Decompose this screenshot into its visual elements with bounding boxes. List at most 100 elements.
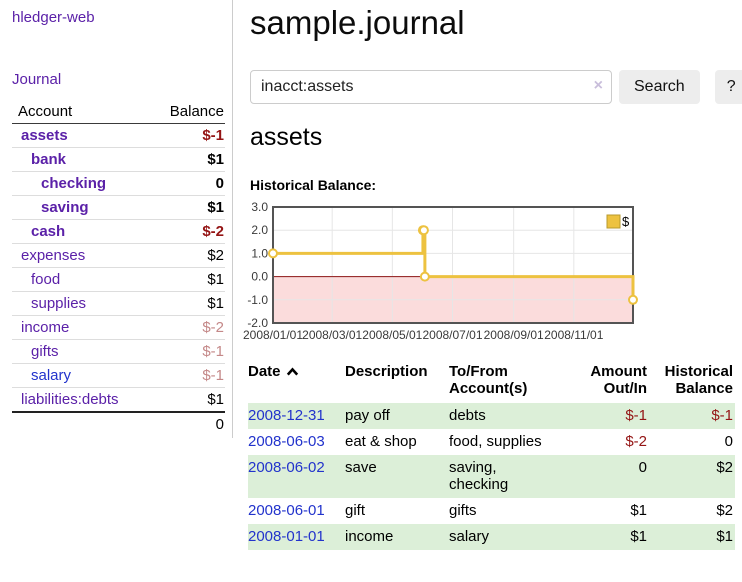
account-link[interactable]: supplies (31, 295, 87, 312)
svg-text:2008/05/01: 2008/05/01 (362, 328, 422, 342)
transaction-description: income (345, 528, 394, 545)
svg-text:-1.0: -1.0 (247, 293, 268, 307)
svg-text:2008/07/01: 2008/07/01 (422, 328, 482, 342)
account-balance: $-1 (152, 339, 225, 364)
chart-title: Historical Balance: (250, 177, 377, 193)
transaction-date-link[interactable]: 2008-06-02 (248, 459, 325, 476)
transaction-accounts: saving, checking (449, 459, 509, 493)
transaction-date-link[interactable]: 2008-06-03 (248, 433, 325, 450)
account-link[interactable]: salary (31, 367, 72, 384)
account-link[interactable]: income (21, 319, 70, 336)
transaction-description: save (345, 459, 377, 476)
register-row: 2008-12-31 pay off debts $-1 $-1 (248, 403, 735, 429)
account-balance-table: Account Balance assets $-1 bank $1 check… (12, 100, 225, 436)
account-row-assets: assets $-1 (12, 123, 225, 148)
account-row-food: food $1 (12, 267, 225, 292)
balance-column-header: Balance (152, 100, 225, 124)
account-link[interactable]: food (31, 271, 61, 288)
account-row-supplies: supplies $1 (12, 291, 225, 316)
transaction-accounts: gifts (449, 502, 477, 519)
svg-text:$: $ (622, 214, 630, 229)
account-balance: $-2 (152, 315, 225, 340)
register-row: 2008-06-02 save saving, checking 0 $2 (248, 455, 735, 498)
account-balance: $-2 (152, 219, 225, 244)
register-header-row: Date Description To/From Account(s) Amou… (248, 361, 735, 403)
account-balance: $1 (152, 267, 225, 292)
account-balance: $-1 (152, 123, 225, 148)
transaction-description: gift (345, 502, 366, 519)
svg-text:2008/11/01: 2008/11/01 (544, 328, 603, 342)
account-row-salary: salary $-1 (12, 363, 225, 388)
account-link[interactable]: liabilities:debts (21, 391, 119, 408)
transaction-accounts: debts (449, 407, 486, 424)
transaction-date-link[interactable]: 2008-01-01 (248, 528, 325, 545)
account-link[interactable]: gifts (31, 343, 59, 360)
account-link[interactable]: saving (41, 199, 89, 216)
transaction-description: eat & shop (345, 433, 417, 450)
register-row: 2008-01-01 income salary $1 $1 (248, 524, 735, 550)
svg-text:2.0: 2.0 (251, 223, 268, 237)
historical-balance-chart: $3.0 2.0 1.0 0.0 -1.0 -2.0 2008/01/01 2008/03/0… (239, 199, 641, 345)
svg-text:2008/01/01: 2008/01/01 (243, 328, 303, 342)
svg-text:2008/03/01: 2008/03/01 (302, 328, 362, 342)
svg-text:3.0: 3.0 (251, 200, 268, 214)
transaction-balance: $2 (716, 459, 733, 476)
account-balance: 0 (152, 171, 225, 196)
account-link[interactable]: checking (41, 175, 107, 192)
sidebar-item-journal[interactable]: Journal (12, 71, 62, 88)
transaction-balance: $2 (716, 502, 733, 519)
transaction-amount: $1 (630, 528, 647, 545)
description-column-header: Description (345, 363, 428, 380)
transaction-amount: $-1 (625, 407, 647, 424)
svg-text:-2.0: -2.0 (247, 316, 268, 330)
clear-search-icon[interactable]: × (593, 77, 603, 94)
accounts-column-header: To/From Account(s) (449, 363, 528, 397)
account-row-bank: bank $1 (12, 147, 225, 172)
account-balance: $1 (152, 195, 225, 220)
transaction-date-link[interactable]: 2008-06-01 (248, 502, 325, 519)
svg-text:2008/09/01: 2008/09/01 (484, 328, 544, 342)
transaction-description: pay off (345, 407, 390, 424)
transaction-accounts: salary (449, 528, 490, 545)
transaction-amount: $-2 (625, 433, 647, 450)
svg-text:0.0: 0.0 (251, 270, 268, 284)
search-input[interactable] (250, 70, 612, 104)
account-page-title: assets (250, 123, 323, 151)
account-row-saving: saving $1 (12, 195, 225, 220)
search-form: × Search ? (250, 70, 742, 104)
sidebar-divider (232, 0, 233, 438)
account-table-header: Account Balance (12, 100, 225, 124)
page-title: sample.journal (250, 4, 465, 41)
transaction-balance: $1 (716, 528, 733, 545)
transaction-balance: 0 (724, 433, 733, 450)
account-balance: $-1 (152, 363, 225, 388)
account-total-row: 0 (12, 411, 225, 436)
account-total-balance: 0 (152, 411, 225, 436)
date-column-header[interactable]: Date (248, 361, 345, 403)
account-column-header: Account (12, 100, 153, 124)
search-button[interactable]: Search (619, 70, 700, 104)
account-link[interactable]: assets (21, 127, 68, 144)
register-table: Date Description To/From Account(s) Amou… (248, 361, 735, 550)
account-balance: $1 (152, 147, 225, 172)
account-link[interactable]: bank (31, 151, 67, 168)
register-row: 2008-06-03 eat & shop food, supplies $-2… (248, 429, 735, 455)
account-row-liabilities-debts: liabilities:debts $1 (12, 387, 225, 413)
balance-column-header: Historical Balance (664, 363, 733, 397)
app-title-link[interactable]: hledger-web (12, 9, 95, 26)
account-balance: $2 (152, 243, 225, 268)
amount-column-header: Amount Out/In (590, 363, 647, 397)
account-link[interactable]: cash (31, 223, 66, 240)
account-link[interactable]: expenses (21, 247, 86, 264)
account-balance: $1 (152, 387, 225, 413)
account-row-income: income $-2 (12, 315, 225, 340)
account-row-gifts: gifts $-1 (12, 339, 225, 364)
account-row-cash: cash $-2 (12, 219, 225, 244)
register-row: 2008-06-01 gift gifts $1 $2 (248, 498, 735, 524)
transaction-amount: $1 (630, 502, 647, 519)
transaction-date-link[interactable]: 2008-12-31 (248, 407, 325, 424)
sort-ascending-icon (286, 367, 298, 376)
account-row-expenses: expenses $2 (12, 243, 225, 268)
help-button[interactable]: ? (714, 70, 742, 104)
